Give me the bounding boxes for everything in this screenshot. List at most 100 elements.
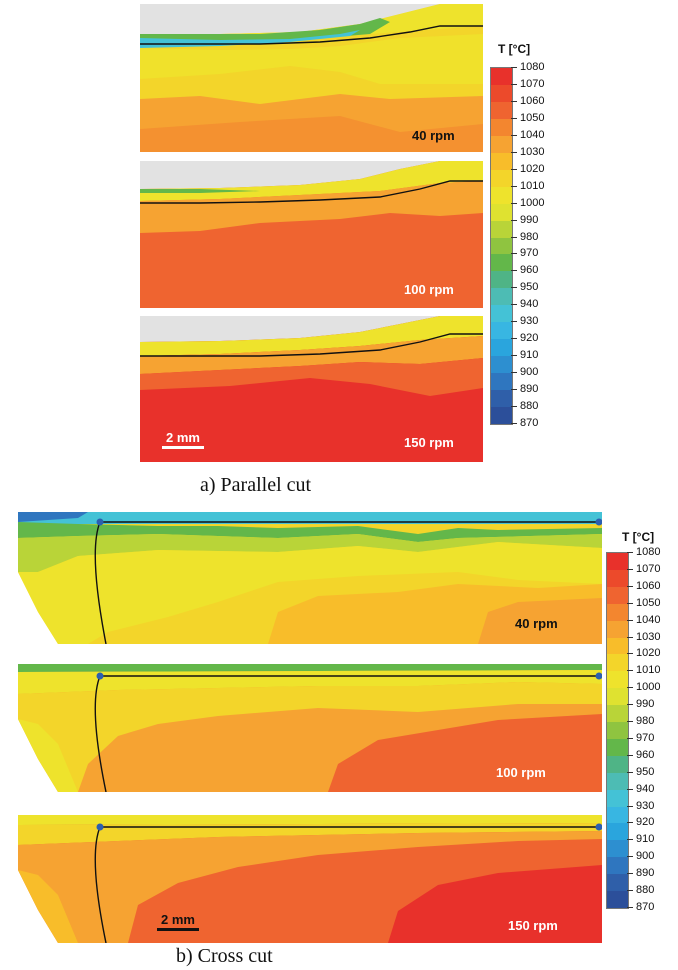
legend-color-segment [607,772,628,791]
legend-tick-mark [627,602,633,604]
legend-tick-mark [627,568,633,570]
rpm-label: 40 rpm [515,616,558,631]
legend-tick-mark [511,338,517,340]
legend-color-segment [491,68,512,86]
legend-color-segment [607,586,628,605]
legend-color-segment [607,569,628,588]
legend-tick-mark [627,907,633,908]
legend-color-segment [491,339,512,357]
legend-tick-label: 940 [636,782,655,795]
legend-tick-mark [511,321,517,323]
legend-color-segment [607,755,628,774]
legend-color-segment [491,254,512,272]
legend-color-segment [607,789,628,808]
legend-tick-label: 1050 [520,111,545,124]
legend-tick-label: 1040 [636,613,661,626]
legend-tick-mark [511,355,517,357]
rpm-label: 100 rpm [496,765,546,780]
legend-color-segment [607,705,628,723]
scale-bar-label: 2 mm [161,912,195,927]
legend-tick-label: 970 [636,731,655,744]
legend-tick-label: 930 [636,799,655,812]
legend-tick-mark [511,83,517,85]
legend-tick-mark [627,856,633,858]
legend-color-segment [607,874,628,892]
legend-tick-label: 950 [520,281,539,294]
legend-tick-label: 980 [636,715,655,728]
legend-tick-label: 890 [636,867,655,880]
legend-color-segment [607,722,628,740]
legend-color-segment [607,553,628,571]
legend-tick-mark [511,117,517,119]
legend-tick-mark [627,788,633,790]
legend-color-segment [607,806,628,824]
legend-tick-label: 1050 [636,596,661,609]
cross-cut-panel-150rpm [18,815,602,943]
legend-tick-mark [627,619,633,621]
cross-cut-panel-100rpm [18,664,602,792]
legend-tick-label: 920 [636,816,655,829]
scale-bar-line [157,928,199,931]
legend-tick-mark [511,287,517,289]
legend-tick-label: 960 [520,264,539,277]
color-scale-bar [606,552,629,909]
legend-tick-label: 930 [520,315,539,328]
legend-tick-mark [511,236,517,238]
legend-tick-label: 980 [520,230,539,243]
legend-color-segment [607,891,628,909]
legend-tick-label: 1060 [520,94,545,107]
legend-tick-label: 1020 [520,162,545,175]
legend-color-segment [491,390,512,408]
legend-tick-mark [627,687,633,689]
legend-tick-mark [627,737,633,739]
legend-tick-label: 890 [520,383,539,396]
legend-tick-mark [511,202,517,204]
color-scale-bar [490,67,513,425]
legend-tick-label: 910 [636,833,655,846]
scale-bar: 2 mm [157,912,199,931]
legend-tick-mark [627,721,633,723]
legend-tick-label: 1080 [520,61,545,73]
scale-bar-label: 2 mm [166,430,200,445]
legend-tick-mark [511,185,517,187]
legend-tick-label: 900 [520,366,539,379]
scale-bar-line [162,446,204,449]
legend-color-segment [607,671,628,689]
legend-color-segment [491,220,512,238]
legend-color-segment [607,823,628,841]
legend-parallel: T [°C] 1080 1070 1060 1050 1040 1030 1020 1010 1… [490,42,560,429]
legend-tick-label: 1020 [636,647,661,660]
legend-tick-mark [511,389,517,391]
legend-color-segment [491,186,512,205]
legend-tick-mark [511,423,517,424]
legend-tick-label: 870 [636,901,655,913]
legend-tick-label: 1060 [636,579,661,592]
legend-tick-mark [627,754,633,756]
legend-color-segment [607,688,628,706]
legend-tick-label: 870 [520,417,539,429]
legend-color-segment [607,840,628,858]
legend-tick-label: 880 [636,884,655,897]
legend-tick-mark [627,839,633,841]
legend-tick-label: 1070 [636,562,661,575]
legend-tick-mark [627,552,633,553]
legend-tick-mark [627,805,633,807]
legend-tick-label: 1080 [636,546,661,558]
legend-tick-label: 900 [636,850,655,863]
legend-tick-label: 1070 [520,77,545,90]
legend-color-segment [491,305,512,323]
legend-tick-mark [511,304,517,306]
legend-color-segment [607,654,628,672]
legend-tick-label: 1000 [636,681,661,694]
legend-tick-mark [627,873,633,875]
legend-tick-mark [511,67,517,68]
legend-color-segment [491,322,512,340]
legend-tick-mark [627,822,633,824]
legend-tick-label: 1030 [636,630,661,643]
parallel-cut-panel-40rpm [140,4,483,152]
legend-color-segment [491,169,512,188]
scale-bar: 2 mm [162,430,204,449]
legend-tick-mark [511,168,517,170]
legend-tick-label: 1010 [520,179,545,192]
legend-tick-label: 990 [520,213,539,226]
